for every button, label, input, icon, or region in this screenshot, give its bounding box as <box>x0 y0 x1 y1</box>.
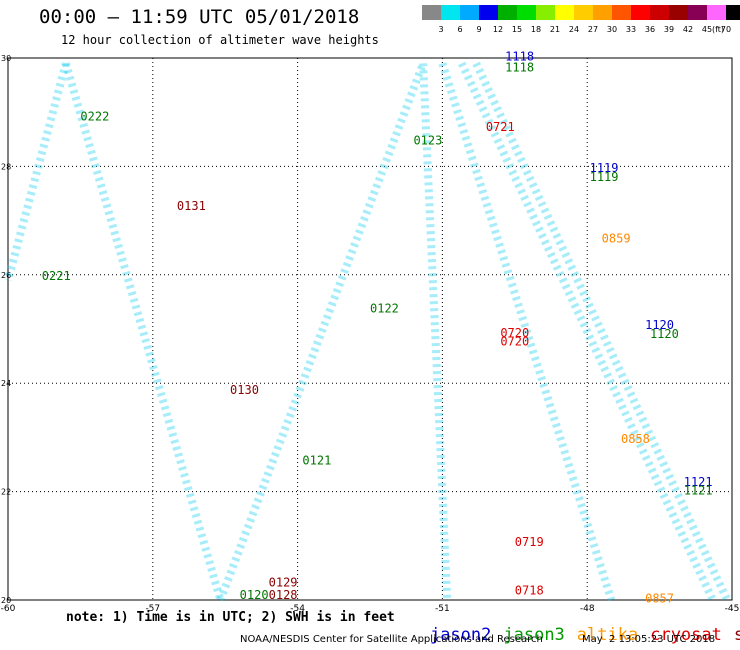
colorbar-swatch <box>441 5 460 20</box>
colorbar-swatch <box>593 5 612 20</box>
color-scale-bar: 3 6 9 12 15 18 21 24 27 30 33 36 39 42 45 70(ft) <box>422 5 740 34</box>
footer-note: note: 1) Time is in UTC; 2) SWH is in fe… <box>66 610 395 625</box>
pass-time-label: 1118 <box>505 61 534 75</box>
colorbar-swatch <box>726 5 740 20</box>
longitude-tick-label: -48 <box>580 604 595 614</box>
colorbar-swatch <box>650 5 669 20</box>
pass-time-label: 0122 <box>370 302 399 316</box>
colorbar-swatch <box>707 5 726 20</box>
pass-time-label: 1120 <box>650 327 679 341</box>
pass-time-label: 0120 <box>240 588 269 602</box>
latitude-tick-label: 26 <box>1 271 11 280</box>
pass-time-label: 1120 <box>645 318 674 332</box>
longitude-tick-label: -60 <box>1 604 16 614</box>
latitude-tick-label: 22 <box>1 488 11 497</box>
altimeter-track <box>458 61 717 602</box>
pass-time-label: 1121 <box>684 483 713 497</box>
legend-altika: altika <box>576 625 639 645</box>
pass-time-label: 0222 <box>80 109 109 123</box>
altimeter-track <box>4 62 70 282</box>
colorbar-swatch <box>669 5 688 20</box>
colorbar-tick-label: 30 <box>607 25 617 34</box>
map-frame <box>7 57 733 601</box>
pass-time-label: 0719 <box>515 535 544 549</box>
longitude-tick-label: -45 <box>725 604 740 614</box>
colorbar-swatch <box>574 5 593 20</box>
pass-time-label: 0859 <box>602 231 631 245</box>
longitude-tick-label: -57 <box>145 604 160 614</box>
pass-time-label: 0718 <box>515 584 544 598</box>
colorbar-tick-label: 42 <box>683 25 693 34</box>
pass-time-label: 0857 <box>645 592 674 606</box>
longitude-tick-label: -51 <box>435 604 450 614</box>
colorbar-swatch <box>555 5 574 20</box>
legend-jason3: jason3 <box>503 625 565 645</box>
colorbar-swatch <box>422 5 441 20</box>
pass-time-label: 0720 <box>500 326 529 340</box>
legend-jason2: jason2 <box>429 625 492 645</box>
colorbar-tick-label: 21 <box>550 25 560 34</box>
pass-time-label: 1119 <box>590 170 619 184</box>
pass-time-label: 0721 <box>486 120 515 134</box>
pass-time-label: 0858 <box>621 432 650 446</box>
colorbar-tick-label: 36 <box>645 25 655 34</box>
colorbar-tick-label: 70 <box>721 25 731 34</box>
colorbar-tick-label: 39 <box>664 25 674 34</box>
longitude-tick-label: -54 <box>290 604 305 614</box>
legend-s3a: s3a <box>733 625 740 645</box>
colorbar-swatch <box>631 5 650 20</box>
colorbar-tick-label: 33 <box>626 25 636 34</box>
pass-time-label: 0121 <box>302 454 331 468</box>
latitude-tick-label: 24 <box>1 379 11 388</box>
altimeter-track <box>62 62 225 602</box>
altimeter-track <box>419 63 452 601</box>
pass-time-label: 0221 <box>42 269 71 283</box>
pass-time-label: 0130 <box>230 383 259 397</box>
page-title: 00:00 – 11:59 UTC 05/01/2018 <box>39 6 360 28</box>
pass-time-label: 1121 <box>684 475 713 489</box>
generated-timestamp: May 2 13:05:23 UTC 2018 <box>582 634 716 645</box>
colorbar-tick-label: 45 <box>702 25 712 34</box>
colorbar-tick-label: 18 <box>531 25 541 34</box>
colorbar-swatch <box>498 5 517 20</box>
colorbar-swatch <box>536 5 555 20</box>
colorbar-swatch <box>479 5 498 20</box>
colorbar-tick-label: 9 <box>476 25 481 34</box>
pass-time-label: 0123 <box>413 134 442 148</box>
colorbar-swatch <box>460 5 479 20</box>
colorbar-tick-label: 6 <box>457 25 462 34</box>
colorbar-swatch <box>688 5 707 20</box>
altimeter-track <box>438 62 616 602</box>
pass-time-label: 0129 <box>269 575 298 589</box>
colorbar-tick-label: 3 <box>438 25 443 34</box>
colorbar-tick-label: 24 <box>569 25 579 34</box>
latitude-tick-label: 20 <box>1 596 11 605</box>
legend-cryosat: cryosat <box>650 625 722 645</box>
page-subtitle: 12 hour collection of altimeter wave hei… <box>61 33 379 47</box>
satellite-legend: jason2 jason3 altika cryosat s3a <box>389 605 740 650</box>
pass-time-label: 0131 <box>177 199 206 213</box>
latitude-tick-label: 28 <box>1 162 11 171</box>
latitude-tick-label: 30 <box>1 54 11 63</box>
pass-time-label: 1118 <box>505 50 534 64</box>
pass-time-label: 0128 <box>269 588 298 602</box>
colorbar-swatch <box>517 5 536 20</box>
credit-line: NOAA/NESDIS Center for Satellite Applica… <box>240 634 543 645</box>
colorbar-tick-label: 12 <box>493 25 503 34</box>
colorbar-tick-label: 15 <box>512 25 522 34</box>
colorbar-tick-label: 27 <box>588 25 598 34</box>
pass-time-label: 1119 <box>590 161 619 175</box>
colorbar-swatch <box>612 5 631 20</box>
pass-time-label: 0720 <box>500 334 529 348</box>
altimeter-track <box>472 61 731 602</box>
altimeter-track <box>216 61 427 602</box>
colorbar-unit-label: (ft) <box>712 25 724 34</box>
